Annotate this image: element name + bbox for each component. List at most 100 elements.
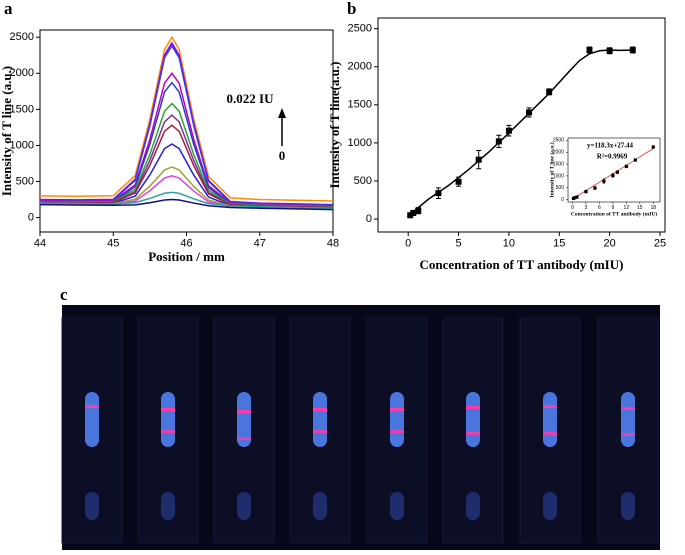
data-point — [633, 158, 637, 162]
y-axis-label: Intensity of T line (a.u.) — [0, 66, 14, 196]
test-line — [543, 405, 557, 408]
data-point — [505, 127, 512, 134]
y-tick-label: 500 — [354, 175, 372, 187]
photo-strips — [61, 317, 659, 544]
y-tick-label: 1500 — [10, 103, 34, 115]
y-tick-label: 0 — [28, 211, 34, 223]
x-tick-label: 18 — [650, 205, 656, 211]
peak-curve — [39, 191, 334, 209]
x-axis-label: Position / mm — [148, 249, 225, 264]
test-line — [313, 430, 327, 433]
annotation: 0.022 IU — [227, 91, 275, 106]
inset-background — [554, 130, 664, 216]
data-point — [615, 170, 619, 174]
x-tick-label: 0 — [571, 205, 574, 211]
y-tick-label: 2500 — [10, 31, 34, 43]
x-tick-label: 45 — [107, 238, 119, 250]
y-tick-label: 1000 — [553, 173, 564, 179]
x-axis-label: Concentration of TT antibody (mIU) — [420, 257, 624, 272]
panel-label: c — [60, 285, 68, 304]
sample-pad — [85, 492, 99, 520]
x-tick-label: 10 — [503, 238, 515, 250]
x-tick-label: 25 — [654, 238, 666, 250]
data-point — [415, 207, 422, 214]
y-tick-label: 2500 — [553, 138, 564, 144]
test-line — [237, 437, 251, 440]
strip-window — [466, 392, 480, 447]
y-tick-label: 2000 — [348, 61, 372, 73]
data-point — [495, 138, 502, 145]
y-axis-label: Intensity of T line(a.u.) — [327, 61, 342, 188]
x-tick-label: 46 — [180, 238, 192, 250]
data-point — [475, 156, 482, 163]
x-tick-label: 5 — [455, 238, 461, 250]
test-line — [85, 405, 99, 408]
data-point — [455, 178, 462, 185]
x-tick-label: 6 — [598, 205, 601, 211]
peak-curve — [39, 143, 334, 209]
x-tick-label: 47 — [254, 238, 266, 250]
sample-pad — [621, 492, 635, 520]
data-point — [526, 109, 533, 116]
peak-curve — [39, 44, 334, 207]
annotation: R²=0.9969 — [597, 153, 628, 161]
sample-pad — [390, 492, 404, 520]
data-point — [624, 164, 628, 169]
y-tick-label: 500 — [16, 175, 34, 187]
y-tick-label: 500 — [556, 185, 565, 191]
plot-frame — [567, 137, 661, 203]
peak-curve — [39, 41, 334, 206]
y-tick-label: 1500 — [348, 99, 372, 111]
data-point — [573, 196, 577, 200]
annotation: 0 — [279, 148, 286, 163]
strip-window — [390, 392, 404, 447]
strip-window — [161, 392, 175, 447]
x-axis-label: Concentration of TT antibody (mIU) — [571, 210, 657, 217]
data-point — [602, 179, 606, 183]
annotation: y=118.3x+27.44 — [587, 142, 634, 150]
data-point — [629, 46, 636, 53]
y-tick-label: 1000 — [348, 137, 372, 149]
test-line — [466, 432, 480, 435]
test-line — [390, 408, 404, 411]
data-point — [586, 46, 593, 53]
test-line — [466, 406, 480, 409]
peak-curve — [39, 35, 334, 202]
panel-label: b — [347, 0, 356, 18]
strip-window — [621, 392, 635, 447]
data-point — [584, 189, 588, 194]
y-tick-label: 0 — [561, 197, 564, 203]
strip-window — [313, 392, 327, 447]
strip-window — [85, 392, 99, 447]
test-line — [621, 407, 635, 410]
test-line — [621, 433, 635, 436]
test-line — [390, 430, 404, 433]
peak-curve — [39, 198, 334, 211]
y-tick-label: 2000 — [553, 150, 564, 156]
data-point — [410, 209, 417, 216]
x-tick-label: 20 — [603, 238, 615, 250]
x-tick-label: 9 — [611, 205, 614, 211]
data-point — [546, 88, 553, 95]
strip-window — [543, 392, 557, 447]
data-point — [407, 212, 414, 219]
x-tick-label: 12 — [624, 205, 630, 211]
data-point — [593, 186, 597, 190]
x-tick-label: 44 — [34, 238, 46, 250]
y-tick-label: 2500 — [348, 23, 372, 35]
y-tick-label: 1000 — [10, 139, 34, 151]
sample-pad — [237, 492, 251, 520]
x-tick-label: 15 — [637, 205, 643, 211]
strip-window — [237, 392, 251, 447]
x-tick-label: 3 — [585, 205, 588, 211]
peak-curve — [39, 124, 334, 209]
sample-pad — [161, 492, 175, 520]
test-line — [543, 432, 557, 435]
plot-frame — [377, 17, 666, 233]
panel-label: a — [4, 0, 13, 18]
test-line — [161, 430, 175, 433]
data-point — [606, 47, 613, 54]
y-axis-label: Intensity of T line (a.u.) — [548, 142, 555, 197]
y-tick-label: 1500 — [553, 161, 564, 167]
